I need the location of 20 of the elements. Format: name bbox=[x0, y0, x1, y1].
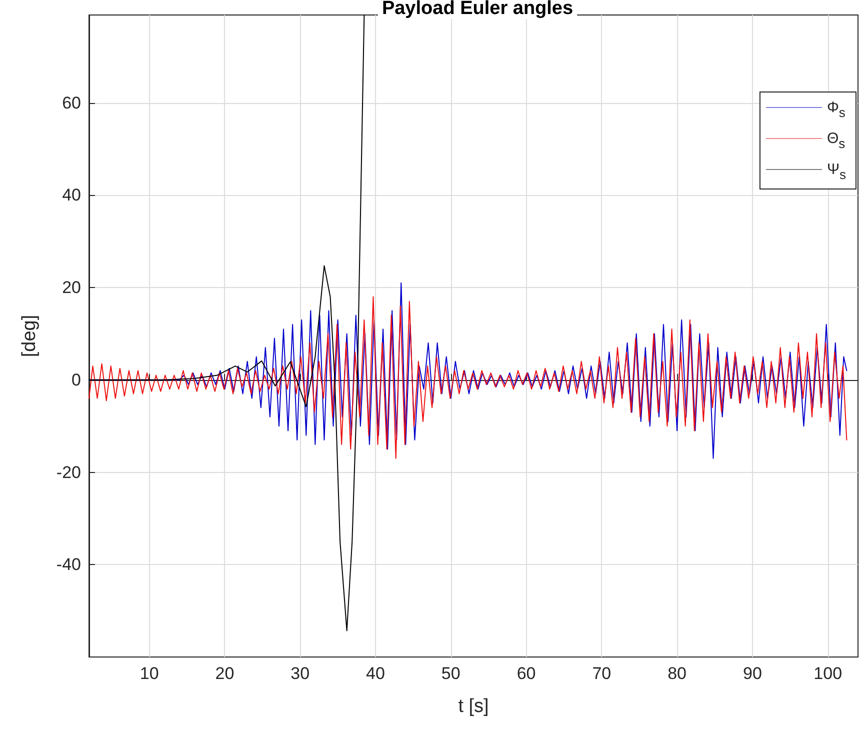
y-tick-label: 20 bbox=[62, 278, 81, 298]
y-tick-label: -20 bbox=[56, 462, 81, 482]
y-axis-title: [deg] bbox=[19, 314, 40, 358]
y-tick-label: -40 bbox=[56, 555, 81, 574]
x-tick-label: 80 bbox=[668, 664, 687, 683]
x-tick-label: 90 bbox=[742, 664, 762, 683]
line-series bbox=[88, 14, 365, 632]
x-tick-label: 30 bbox=[290, 664, 310, 683]
x-tick-label: 100 bbox=[814, 664, 842, 683]
x-tick-label: 20 bbox=[215, 664, 234, 683]
y-tick-label: 40 bbox=[62, 186, 81, 205]
x-axis-title: t [s] bbox=[458, 696, 489, 717]
x-tick-label: 40 bbox=[366, 664, 385, 683]
x-tick-label: 70 bbox=[592, 664, 612, 683]
x-tick-label: 60 bbox=[516, 664, 536, 683]
y-tick-label: 60 bbox=[62, 93, 81, 112]
x-tick-label: 10 bbox=[140, 664, 159, 683]
x-tick-label: 50 bbox=[441, 664, 460, 683]
y-tick-label: 0 bbox=[72, 370, 81, 390]
chart-title: Payload Euler angles bbox=[382, 0, 574, 19]
